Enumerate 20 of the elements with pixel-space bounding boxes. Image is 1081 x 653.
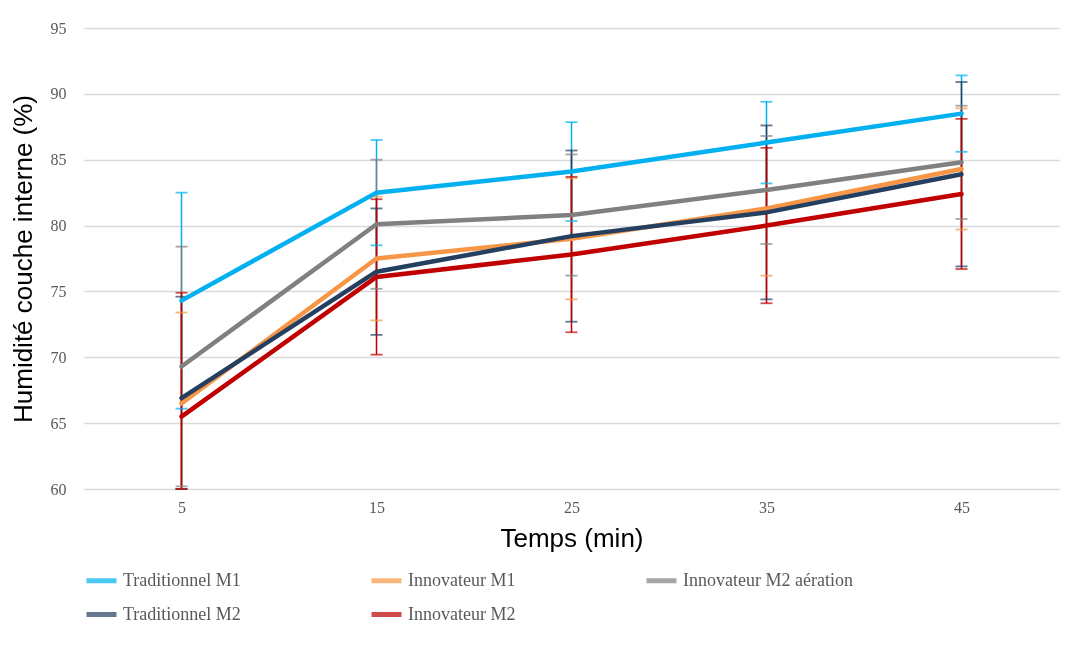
legend-label: Traditionnel M1	[123, 569, 241, 590]
y-tick-label: 85	[50, 151, 67, 169]
legend-label: Innovateur M2 aération	[683, 569, 853, 590]
y-axis-title: Humidité couche interne (%)	[7, 94, 38, 424]
x-axis-title: Temps (min)	[500, 522, 644, 553]
legend-label: Innovateur M2	[408, 603, 516, 624]
y-tick-label: 90	[50, 85, 67, 103]
x-tick-label: 25	[564, 498, 580, 516]
x-tick-label: 15	[369, 498, 385, 516]
x-tick-label: 5	[178, 498, 186, 516]
legend-label: Innovateur M1	[408, 569, 516, 590]
y-tick-label: 75	[50, 282, 67, 300]
y-tick-label: 65	[50, 414, 67, 432]
y-tick-label: 95	[50, 19, 67, 37]
y-tick-label: 70	[50, 348, 67, 366]
y-tick-label: 60	[50, 480, 67, 498]
x-tick-label: 45	[954, 498, 970, 516]
y-tick-label: 80	[50, 217, 67, 235]
legend-label: Traditionnel M2	[123, 603, 241, 624]
x-tick-label: 35	[759, 498, 775, 516]
